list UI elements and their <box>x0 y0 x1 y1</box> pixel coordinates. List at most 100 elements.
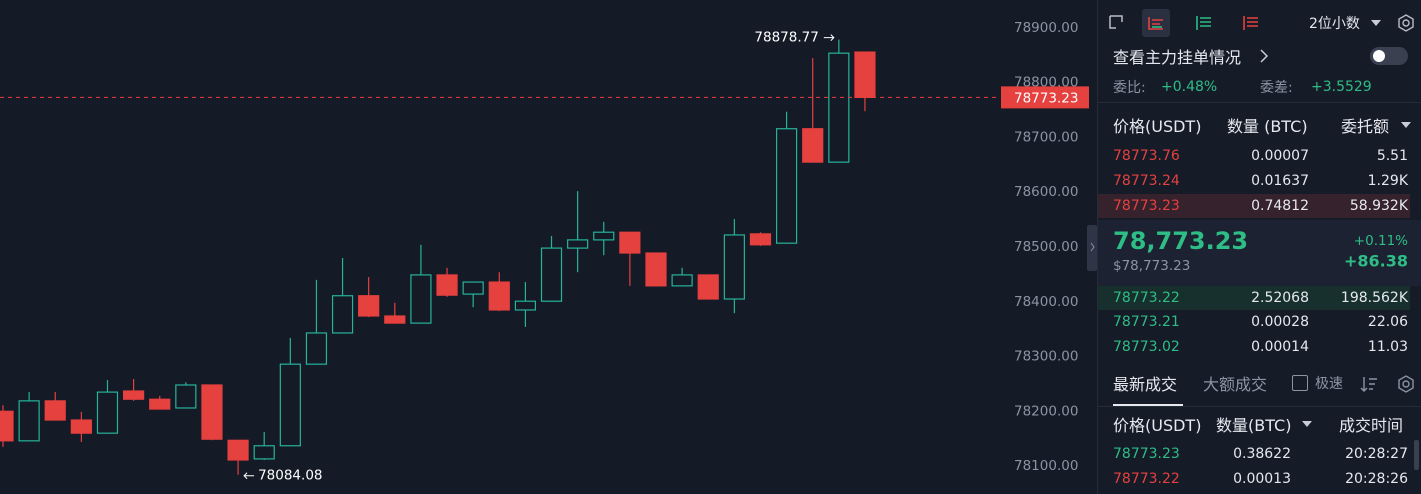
quantity: 0.00014 <box>1251 339 1309 355</box>
candle-body <box>567 239 589 249</box>
candle-body <box>593 231 615 241</box>
panel-handle[interactable] <box>1087 225 1097 271</box>
icon-layout[interactable] <box>1108 14 1126 32</box>
y-tick-label: 78100.00 <box>1014 458 1078 474</box>
icon-asks[interactable] <box>1241 14 1261 32</box>
last-price-tag <box>1001 86 1089 109</box>
candle-body <box>462 281 484 295</box>
checkbox[interactable] <box>1292 375 1308 391</box>
last-price-label: 78773.23 <box>1014 90 1078 106</box>
icon-bids[interactable] <box>1194 14 1214 32</box>
dropdown[interactable] <box>1370 18 1382 28</box>
candle-body <box>749 233 772 246</box>
annotation-arrow <box>823 34 835 41</box>
high-annotation: 78878.77 <box>754 30 818 46</box>
candle-body <box>70 419 92 434</box>
quantity: 0.74812 <box>1251 198 1309 214</box>
candle-body <box>410 274 432 324</box>
depth-bar <box>1098 194 1410 218</box>
price: 78773.22 <box>1113 290 1180 306</box>
trade-quantity: 0.38622 <box>1233 446 1291 462</box>
trade-time: 20:28:26 <box>1345 471 1408 487</box>
price: 78773.23 <box>1113 198 1180 214</box>
annotation-arrow <box>243 472 255 480</box>
candle-body <box>279 363 301 447</box>
trade-header-price: 价格(USDT) <box>1113 416 1202 435</box>
ratio-value: +0.48% <box>1161 79 1218 95</box>
price: 78773.76 <box>1113 148 1180 164</box>
diff-label: 委差: <box>1260 80 1293 96</box>
quantity: 2.52068 <box>1251 290 1309 306</box>
candle-body <box>436 274 458 296</box>
candle-body <box>514 300 537 311</box>
y-tick-label: 78400.00 <box>1014 294 1078 310</box>
candle-body <box>775 128 798 244</box>
candle-body <box>828 52 850 163</box>
amount: 198.562K <box>1340 290 1408 306</box>
trade-price: 78773.23 <box>1113 446 1180 462</box>
quantity: 0.01637 <box>1251 173 1309 189</box>
y-tick-label: 78900.00 <box>1014 20 1078 36</box>
last-price-block <box>1098 220 1421 286</box>
change: +86.38 <box>1343 251 1408 271</box>
fiat-price: $78,773.23 <box>1113 258 1191 274</box>
header-qty: 数量 (BTC) <box>1227 117 1308 136</box>
chevron <box>1260 49 1269 63</box>
price: 78773.02 <box>1113 339 1180 355</box>
change-pct: +0.11% <box>1353 233 1408 249</box>
depth-bar <box>1098 286 1410 310</box>
dropdown[interactable] <box>1400 120 1412 130</box>
candle-body <box>227 439 249 461</box>
divider <box>1098 102 1421 103</box>
tab-underline <box>1113 404 1183 406</box>
header-amount[interactable]: 委托额 <box>1341 117 1390 136</box>
candle-body <box>671 274 693 287</box>
y-tick-label: 78300.00 <box>1014 349 1078 365</box>
dropdown[interactable] <box>1301 419 1313 429</box>
amount: 58.932K <box>1349 198 1408 214</box>
price: 78773.24 <box>1113 173 1180 189</box>
candle-body <box>201 384 223 440</box>
y-tick-label: 78200.00 <box>1014 403 1078 419</box>
precision[interactable]: 2位小数 <box>1309 16 1360 32</box>
low-annotation: 78084.08 <box>258 468 322 484</box>
candle-body <box>488 281 510 311</box>
toggle[interactable] <box>1370 47 1408 65</box>
candle-body <box>96 391 119 434</box>
candle-body <box>44 400 66 421</box>
candle-body <box>253 445 275 460</box>
quantity: 0.00007 <box>1251 148 1309 164</box>
candle-body <box>358 295 380 317</box>
icon-both-selected[interactable] <box>1142 9 1170 37</box>
trade-quantity: 0.00013 <box>1233 471 1291 487</box>
amount: 22.06 <box>1367 314 1408 330</box>
y-tick-label: 78600.00 <box>1014 184 1078 200</box>
diff-value: +3.5529 <box>1311 79 1372 95</box>
amount: 5.51 <box>1376 148 1408 164</box>
icon-settings[interactable] <box>1396 374 1416 394</box>
handle-arrow <box>1090 242 1095 252</box>
y-tick-label: 78700.00 <box>1014 129 1078 145</box>
amount: 11.03 <box>1367 339 1408 355</box>
candle-body <box>149 398 171 410</box>
candle-body <box>0 410 14 442</box>
fast-label: 极速 <box>1315 376 1343 392</box>
quantity: 0.00028 <box>1251 314 1309 330</box>
icon-settings[interactable] <box>1396 13 1416 33</box>
candlestick-chart: 78100.00 78200.00 78300.00 78400.00 78500.00… <box>0 20 1097 484</box>
last-price: 78,773.23 <box>1113 227 1249 255</box>
candle-body <box>802 128 824 163</box>
candle-body <box>331 295 354 334</box>
icon-filter[interactable] <box>1360 375 1378 393</box>
tab-latest[interactable]: 最新成交 <box>1113 375 1178 394</box>
ratio-label: 委比: <box>1113 80 1146 96</box>
depth-link[interactable]: 查看主力挂单情况 <box>1113 48 1242 67</box>
candle-body <box>540 247 563 302</box>
tab-large[interactable]: 大额成交 <box>1203 375 1268 394</box>
trade-time: 20:28:27 <box>1345 446 1408 462</box>
candle-body <box>723 234 745 300</box>
candle-body <box>697 274 719 300</box>
candle-body <box>645 252 667 287</box>
scrollbar[interactable] <box>1414 440 1419 470</box>
trade-header-qty[interactable]: 数量(BTC) <box>1216 416 1292 435</box>
